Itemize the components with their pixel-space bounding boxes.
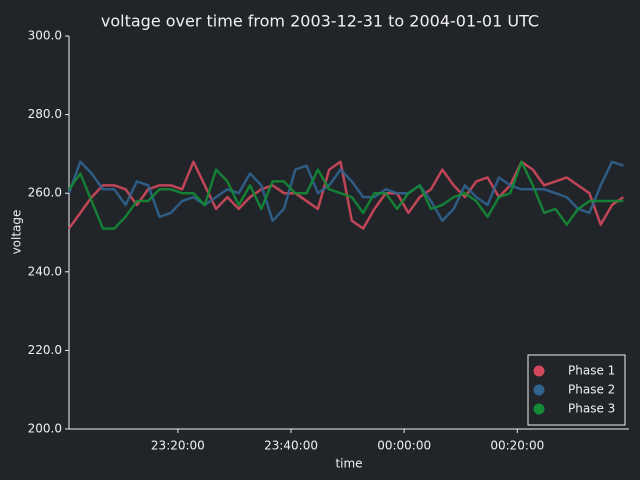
line-series [67,160,624,230]
y-tick-label: 260.0 [28,186,62,200]
x-tick-label: 00:00:00 [377,439,431,453]
line-series [67,160,625,230]
y-tick-label: 200.0 [28,422,62,436]
legend-box [527,354,626,426]
y-tick-label: 300.0 [28,29,62,43]
x-tick-label: 23:20:00 [151,439,205,453]
line-series [67,160,624,222]
legend-label: Phase 2 [568,383,615,397]
legend-label: Phase 3 [568,402,615,416]
y-tick-label: 280.0 [28,107,62,121]
chart-title: voltage over time from 2003-12-31 to 200… [101,12,539,31]
x-axis-label: time [335,457,362,471]
x-tick-label: 00:20:00 [490,439,544,453]
legend-marker [533,384,545,396]
legend-marker [533,403,545,415]
legend-label: Phase 1 [568,364,615,378]
x-tick-label: 23:40:00 [264,439,318,453]
y-tick-label: 240.0 [28,264,62,278]
y-axis-label: voltage [10,210,24,255]
y-tick-label: 220.0 [28,343,62,357]
legend-marker [533,365,545,377]
